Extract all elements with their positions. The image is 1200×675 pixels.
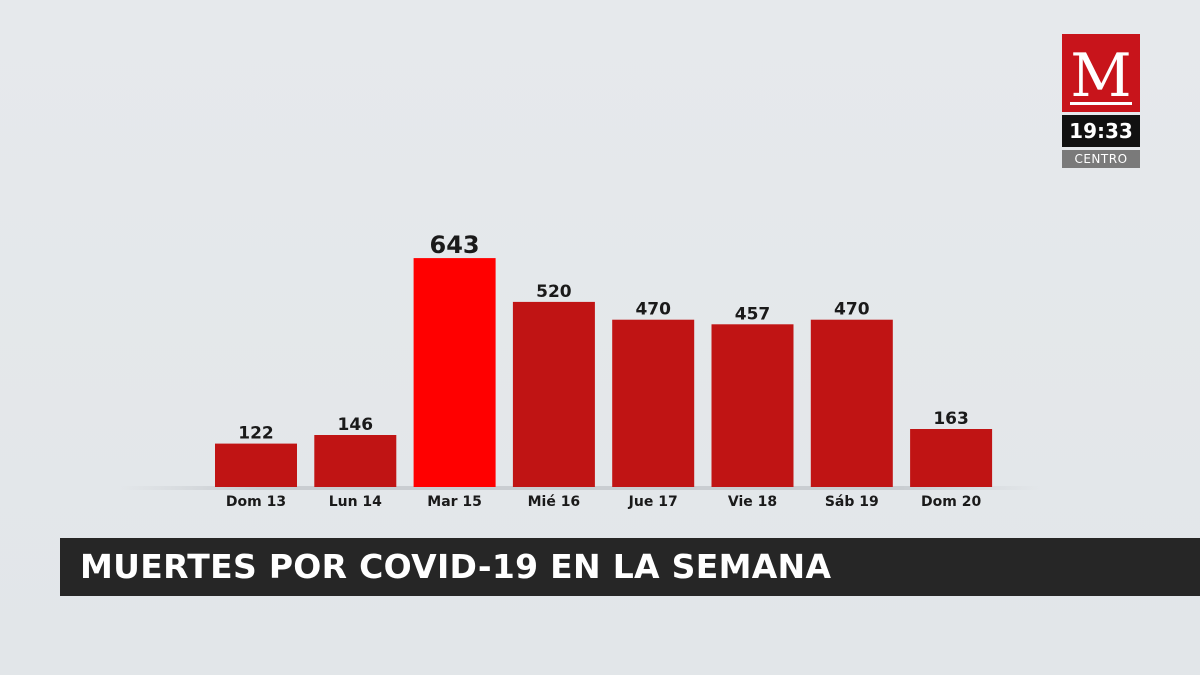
logo-letter-graphic: M — [1070, 41, 1132, 111]
time-zone-label: CENTRO — [1062, 150, 1140, 168]
category-label-7: Dom 20 — [921, 494, 981, 510]
category-label-2: Mar 15 — [427, 494, 482, 510]
bar-5 — [711, 324, 794, 487]
bar-value-label-0: 122 — [238, 424, 274, 444]
bar-value-label-1: 146 — [338, 415, 374, 435]
logo-letter: M — [1070, 41, 1131, 111]
bar-0 — [215, 443, 297, 487]
bar-value-label-3: 520 — [536, 282, 572, 302]
bar-value-label-7: 163 — [933, 409, 969, 429]
category-labels-group: Dom 13 Lun 14 Mar 15 Mié 16 Jue 17 Vie 18 Sáb … — [226, 494, 982, 510]
bars-group — [215, 258, 993, 487]
bar-value-label-6: 470 — [834, 300, 870, 320]
value-labels-group: 122 146 643 520 470 457 470 163 — [238, 231, 969, 444]
bar-4 — [612, 319, 695, 487]
category-label-4: Jue 17 — [628, 494, 678, 510]
bar-value-label-2: 643 — [430, 231, 480, 259]
bar-value-label-4: 470 — [635, 300, 671, 320]
category-label-6: Sáb 19 — [825, 494, 879, 510]
bar-value-label-5: 457 — [735, 304, 771, 324]
title-banner: MUERTES POR COVID-19 EN LA SEMANA — [60, 538, 1200, 596]
bar-2 — [413, 258, 496, 487]
logo-box: M — [1062, 34, 1140, 112]
clock-time: 19:33 — [1062, 115, 1140, 147]
category-label-0: Dom 13 — [226, 494, 286, 510]
logo-underline — [1070, 102, 1132, 105]
category-label-3: Mié 16 — [528, 494, 581, 510]
category-label-5: Vie 18 — [728, 494, 777, 510]
bar-1 — [314, 435, 397, 487]
bar-3 — [512, 301, 595, 487]
bar-chart: 122 146 643 520 470 457 470 163 Dom 13 Lun 14 Mar… — [120, 231, 1040, 510]
chart-baseline — [120, 486, 1040, 490]
category-label-1: Lun 14 — [329, 494, 382, 510]
bar-7 — [910, 429, 993, 487]
bar-6 — [810, 319, 893, 487]
channel-logo: M 19:33 CENTRO — [1062, 34, 1140, 168]
chart-title: MUERTES POR COVID-19 EN LA SEMANA — [80, 547, 832, 586]
